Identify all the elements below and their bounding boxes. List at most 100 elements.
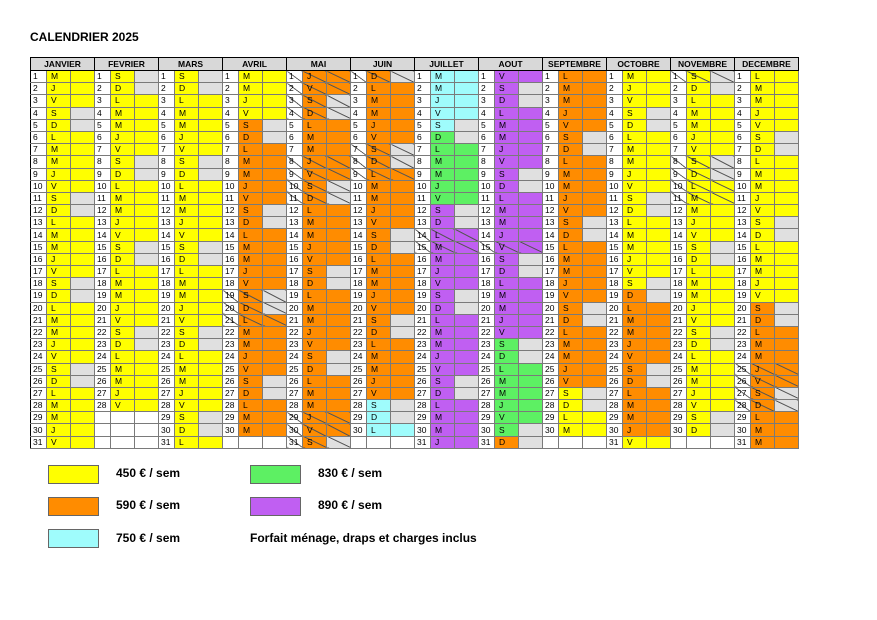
day-number: 14 [670, 228, 687, 242]
price-cell [582, 264, 607, 279]
day-number: 14 [734, 228, 751, 242]
price-cell [582, 191, 607, 206]
day-number: 13 [94, 216, 111, 230]
day-letter: L [558, 69, 583, 84]
day-number: 21 [350, 313, 367, 327]
day-letter: V [302, 82, 327, 96]
price-cell [70, 264, 95, 279]
day-number: 30 [222, 423, 239, 437]
day-letter: M [238, 338, 263, 352]
day-number [94, 435, 111, 449]
day-number: 26 [414, 374, 431, 388]
price-cell [454, 338, 479, 352]
day-number: 23 [94, 338, 111, 352]
price-cell [262, 155, 287, 169]
price-cell [710, 216, 735, 230]
day-number: 21 [670, 313, 687, 327]
price-cell [134, 374, 159, 388]
day-letter: M [430, 155, 455, 169]
day-letter: M [366, 350, 391, 364]
day-number: 7 [542, 143, 559, 157]
day-number: 4 [286, 106, 303, 120]
day-letter: V [430, 106, 455, 120]
day-number: 26 [222, 374, 239, 388]
price-cell [646, 216, 671, 230]
day-number: 17 [670, 264, 687, 279]
month-header: AOUT [478, 57, 543, 71]
day-number: 26 [606, 374, 623, 388]
day-number: 21 [542, 313, 559, 327]
legend-label-830: 830 € / sem [318, 466, 383, 480]
day-number: 29 [606, 411, 623, 425]
day-number: 8 [222, 155, 239, 169]
day-letter: M [430, 252, 455, 267]
day-letter: S [302, 350, 327, 364]
day-number: 11 [734, 191, 751, 206]
day-number: 9 [286, 167, 303, 181]
price-cell [582, 423, 607, 437]
day-number: 5 [414, 118, 431, 132]
price-cell [710, 130, 735, 145]
price-cell [646, 167, 671, 181]
day-number: 20 [670, 301, 687, 315]
price-cell [198, 252, 223, 267]
day-letter: L [494, 191, 519, 206]
price-cell [326, 130, 351, 145]
day-letter [110, 423, 135, 437]
price-cell [198, 350, 223, 364]
day-letter: L [750, 69, 775, 84]
day-number: 6 [670, 130, 687, 145]
day-number: 12 [350, 204, 367, 218]
day-number: 11 [542, 191, 559, 206]
day-number: 6 [222, 130, 239, 145]
price-cell [198, 313, 223, 327]
price-cell [390, 118, 415, 132]
day-letter: J [366, 204, 391, 218]
price-cell [582, 155, 607, 169]
price-cell [70, 423, 95, 437]
price-cell [454, 69, 479, 84]
calendar-row: 27 L 27 J 27 J 27 D 27 M 27 V 27 D 27 M 27 S 27 L 27 J 27 S [30, 386, 799, 401]
day-number: 3 [478, 94, 495, 108]
day-letter: M [686, 118, 711, 132]
day-number: 9 [94, 167, 111, 181]
price-cell [454, 386, 479, 401]
day-letter: J [110, 301, 135, 315]
day-letter: D [622, 289, 647, 303]
day-letter: L [430, 143, 455, 157]
day-number: 6 [350, 130, 367, 145]
day-letter: J [366, 289, 391, 303]
price-cell [262, 82, 287, 96]
day-letter: V [366, 216, 391, 230]
day-letter: J [686, 386, 711, 401]
price-cell [774, 155, 799, 169]
price-cell [390, 374, 415, 388]
price-cell [646, 325, 671, 340]
day-letter: M [430, 167, 455, 181]
day-letter: V [430, 277, 455, 291]
price-cell [646, 155, 671, 169]
day-number: 28 [670, 399, 687, 413]
page-title: CALENDRIER 2025 [30, 30, 139, 44]
day-number: 29 [542, 411, 559, 425]
day-number: 29 [478, 411, 495, 425]
day-letter: S [302, 264, 327, 279]
price-cell [582, 277, 607, 291]
day-number: 20 [414, 301, 431, 315]
day-number: 12 [606, 204, 623, 218]
day-letter [366, 435, 391, 449]
price-cell [326, 301, 351, 315]
price-cell [582, 179, 607, 193]
month-header: DECEMBRE [734, 57, 799, 71]
price-cell [582, 325, 607, 340]
day-number: 3 [30, 94, 47, 108]
day-number: 2 [606, 82, 623, 96]
price-cell [518, 325, 543, 340]
price-cell [710, 118, 735, 132]
day-letter: L [494, 362, 519, 376]
calendar-row: 13 L 13 J 13 J 13 D 13 M 13 V 13 D 13 M 13 S 13 L 13 J 13 S [30, 216, 799, 230]
pricing-note: Forfait ménage, draps et charges inclus [250, 531, 477, 545]
price-cell [774, 277, 799, 291]
